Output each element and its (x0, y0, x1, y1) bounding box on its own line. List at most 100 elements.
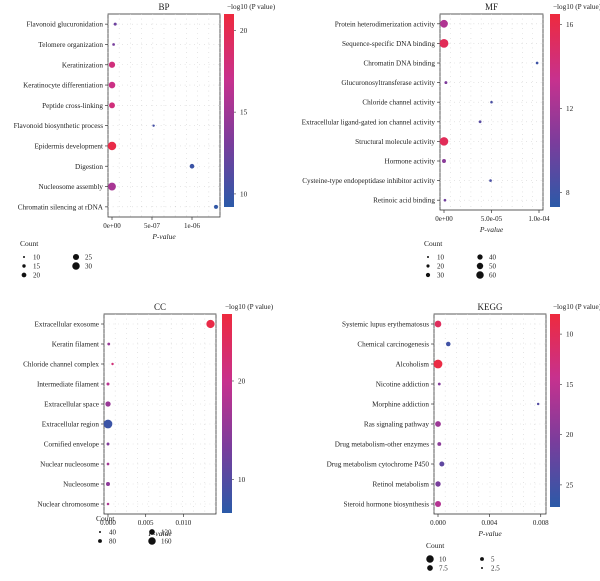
data-point (152, 124, 155, 127)
category-label: Intermediate filament (37, 381, 99, 389)
plot-frame (433, 313, 547, 515)
data-point (444, 81, 448, 85)
data-point (111, 362, 114, 366)
data-point (478, 120, 482, 124)
data-point (108, 182, 116, 191)
category-label: Keratinization (62, 61, 104, 69)
data-point (439, 39, 449, 48)
legend-label: 25 (85, 254, 93, 262)
x-tick-label: 0.000 (430, 519, 446, 527)
x-axis-label: P-value (477, 529, 502, 538)
category-label: Nuclear chromosome (37, 501, 99, 509)
category-label: Protein heterodimerization activity (335, 20, 436, 28)
category-label: Hormone activity (385, 158, 436, 166)
colorbar-tick-label: 16 (566, 21, 574, 29)
legend-dot (21, 272, 27, 278)
category-label: Morphine addiction (372, 401, 429, 409)
x-tick-label: 1e-06 (184, 222, 200, 230)
legend-label: 60 (489, 272, 497, 280)
legend-label: 2.5 (491, 565, 500, 573)
data-point (108, 81, 116, 89)
category-label: Retinoic acid binding (373, 197, 435, 205)
panel-title: CC (154, 302, 166, 312)
legend-dot (476, 262, 484, 270)
data-point (435, 481, 441, 487)
colorbar (550, 314, 560, 507)
legend-label: 7.5 (439, 565, 448, 573)
data-point (214, 204, 218, 209)
category-label: Chemical carcinogenesis (357, 341, 429, 349)
data-point (440, 19, 448, 28)
data-point (443, 198, 447, 202)
legend-label: 20 (33, 272, 41, 280)
category-label: Nuclear nucleosome (40, 461, 99, 469)
panel-title: BP (158, 2, 169, 12)
colorbar-tick-label: 20 (238, 377, 246, 385)
legend-dot (477, 254, 483, 260)
data-point (490, 100, 493, 104)
data-point (106, 442, 110, 446)
category-label: Peptide cross-linking (42, 102, 103, 110)
legend-dot (426, 264, 430, 268)
grid (107, 14, 221, 217)
data-point (434, 320, 442, 328)
data-point (105, 401, 111, 407)
data-point (437, 382, 441, 386)
x-tick-label: 0.005 (138, 519, 154, 527)
colorbar (222, 314, 232, 513)
x-tick-label: 0e+00 (435, 215, 453, 223)
legend-label: 160 (161, 538, 172, 546)
colorbar-tick-label: 20 (566, 431, 574, 439)
legend-label: 80 (109, 538, 117, 546)
colorbar-title: −log10 (P value) (227, 3, 276, 11)
x-tick-label: 0.004 (481, 519, 497, 527)
category-label: Telomere organization (38, 41, 103, 49)
legend-dot (425, 272, 431, 278)
legend-dot (480, 566, 484, 570)
legend-dot (480, 557, 484, 561)
legend-label: 10 (437, 254, 445, 262)
legend-dot (426, 255, 430, 259)
data-point (103, 419, 113, 429)
legend-label: 30 (85, 263, 93, 271)
category-label: Systemic lupus erythematosus (342, 321, 429, 329)
colorbar-tick-label: 12 (566, 105, 574, 113)
data-point (113, 22, 117, 26)
legend-dot (98, 530, 102, 534)
data-point (442, 159, 446, 163)
data-point (106, 482, 110, 486)
data-point (107, 342, 111, 346)
legend-label: 30 (437, 272, 445, 280)
category-label: Chromatin silencing at rDNA (18, 203, 104, 211)
x-tick-label: 0.010 (175, 519, 191, 527)
category-label: Nucleosome (63, 481, 99, 489)
category-label: Steroid hormone biosynthesis (344, 501, 430, 509)
panel-title: KEGG (478, 302, 503, 312)
legend-dot (98, 539, 102, 543)
legend-label: 40 (489, 254, 497, 262)
category-label: Keratin filament (52, 341, 99, 349)
colorbar-tick-label: 10 (238, 476, 246, 484)
legend-label: 40 (109, 529, 117, 537)
grid (433, 314, 547, 514)
data-point (112, 43, 115, 46)
colorbar-tick-label: 15 (566, 381, 574, 389)
colorbar-tick-label: 8 (566, 189, 570, 197)
colorbar (224, 14, 234, 207)
legend-label: 15 (33, 263, 41, 271)
category-label: Cysteine-type endopeptidase inhibitor ac… (302, 177, 435, 185)
category-label: Structural molecule activity (355, 138, 435, 146)
category-label: Drug metabolism cytochrome P450 (327, 461, 430, 469)
data-point (108, 61, 116, 68)
size-legend: Count 107.5 52.5 (426, 541, 500, 573)
data-point (106, 462, 110, 466)
data-point (439, 461, 445, 467)
panel-mf: MF Protein heterodimerization activity Seq… (302, 2, 600, 280)
category-label: Nicotine addiction (376, 381, 430, 389)
category-label: Alcoholism (395, 361, 429, 369)
legend-dot (22, 255, 26, 259)
colorbar-tick-label: 20 (240, 27, 248, 35)
